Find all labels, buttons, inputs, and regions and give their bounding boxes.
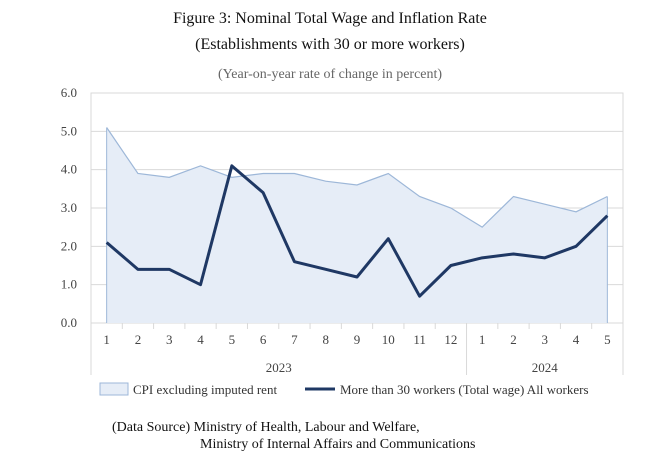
- x-tick-label: 4: [573, 332, 580, 347]
- chart-subtitle: (Establishments with 30 or more workers): [195, 36, 465, 53]
- chart-title: Figure 3: Nominal Total Wage and Inflati…: [173, 10, 487, 27]
- cpi-line: [106, 127, 608, 228]
- x-tick-label: 1: [103, 332, 110, 347]
- wage-line: [105, 164, 609, 298]
- legend-label-wage: More than 30 workers (Total wage) All wo…: [340, 382, 589, 397]
- source-line-2: Ministry of Internal Affairs and Communi…: [200, 437, 476, 452]
- source-line-1: (Data Source) Ministry of Health, Labour…: [112, 420, 420, 435]
- line-chart: 0.01.02.03.04.05.06.01 2 3 4 5 6 7 8 9 10 11 12 1 2 3 4…: [61, 85, 624, 397]
- y-tick-label: 3.0: [61, 200, 77, 215]
- x-tick-label: 7: [291, 332, 298, 347]
- x-tick-label: 9: [354, 332, 361, 347]
- x-tick-label: 2: [135, 332, 142, 347]
- x-tick-label: 6: [260, 332, 267, 347]
- x-tick-label: 10: [382, 332, 395, 347]
- legend-label-cpi: CPI excluding imputed rent: [133, 382, 277, 397]
- x-tick-label: 2: [510, 332, 517, 347]
- x-tick-label: 5: [604, 332, 611, 347]
- y-tick-label: 2.0: [61, 238, 77, 253]
- y-tick-label: 4.0: [61, 162, 77, 177]
- y-tick-label: 0.0: [61, 315, 77, 330]
- x-tick-label: 3: [166, 332, 173, 347]
- legend-swatch-cpi: [99, 382, 129, 396]
- x-tick-label: 12: [444, 332, 457, 347]
- x-tick-label: 1: [479, 332, 486, 347]
- y-tick-label: 6.0: [61, 85, 77, 100]
- x-tick-label: 8: [322, 332, 329, 347]
- x-tick-label: 4: [197, 332, 204, 347]
- year-group-label: 2023: [266, 360, 292, 375]
- unit-note: (Year-on-year rate of change in percent): [217, 67, 443, 82]
- y-tick-label: 1.0: [61, 277, 77, 292]
- cpi-area: [106, 127, 608, 323]
- x-tick-label: 5: [229, 332, 236, 347]
- y-tick-label: 5.0: [61, 123, 77, 138]
- year-group-label: 2024: [532, 360, 559, 375]
- x-tick-label: 11: [413, 332, 426, 347]
- x-tick-label: 3: [542, 332, 549, 347]
